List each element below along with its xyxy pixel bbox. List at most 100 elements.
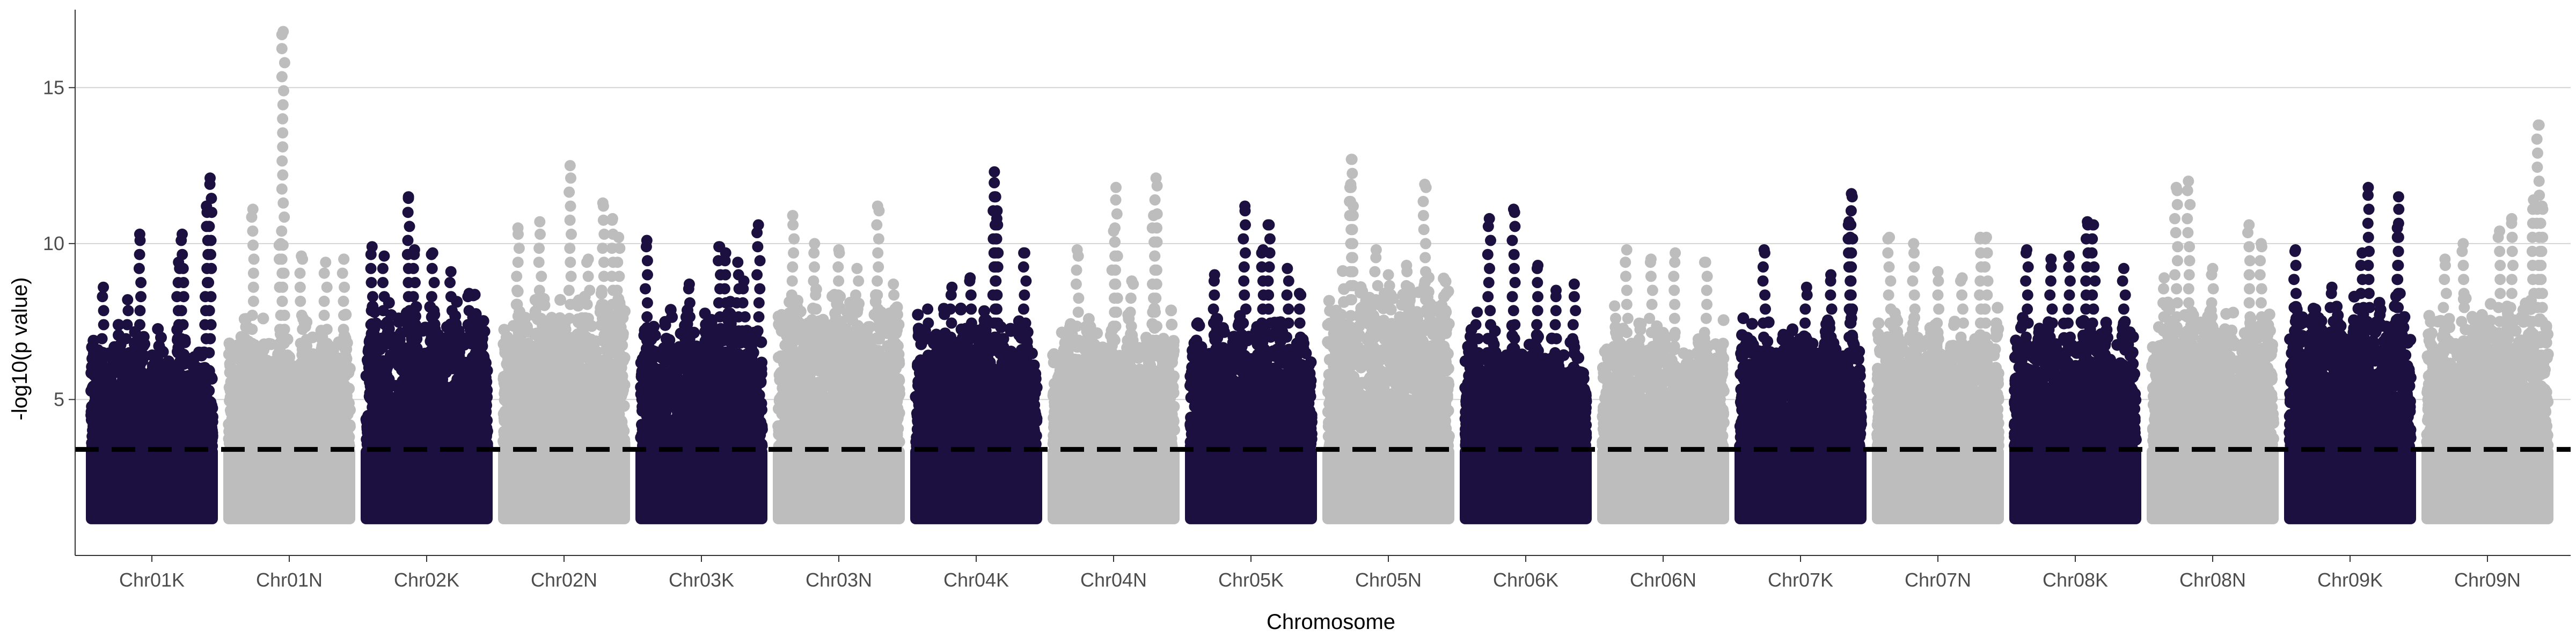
snp-point	[279, 409, 291, 421]
snp-point	[554, 411, 567, 423]
snp-point	[86, 400, 98, 413]
snp-point	[418, 417, 430, 429]
snp-point	[545, 312, 558, 324]
snp-point	[276, 43, 288, 55]
snp-point	[121, 319, 133, 331]
peak-point	[534, 216, 546, 228]
snp-point	[118, 379, 130, 391]
snp-point	[582, 270, 594, 282]
snp-point	[122, 305, 134, 317]
snp-point	[475, 337, 488, 349]
snp-point	[104, 372, 116, 385]
snp-point	[463, 305, 475, 317]
snp-point	[377, 305, 389, 317]
snp-point	[513, 243, 525, 254]
snp-point	[367, 291, 378, 303]
snp-point	[500, 425, 513, 437]
snp-point	[524, 350, 537, 362]
snp-point	[339, 338, 350, 349]
snp-point	[472, 412, 485, 425]
snp-point	[339, 281, 350, 293]
snp-point	[319, 434, 332, 447]
snp-point	[590, 378, 602, 390]
snp-point	[599, 365, 611, 377]
snp-point	[541, 369, 554, 381]
snp-point	[538, 424, 551, 436]
snp-point	[341, 434, 353, 447]
snp-point	[134, 305, 146, 317]
snp-point	[407, 305, 419, 317]
data-points	[85, 26, 2554, 524]
snp-point	[428, 277, 440, 288]
snp-point	[294, 281, 306, 293]
snp-point	[135, 421, 147, 433]
snp-point	[426, 262, 438, 274]
snp-point	[446, 305, 458, 317]
snp-point	[200, 291, 211, 303]
chromosome-chr02k	[360, 191, 493, 524]
snp-point	[596, 298, 608, 310]
snp-point	[228, 385, 240, 398]
snp-point	[379, 365, 392, 377]
snp-point	[100, 434, 113, 447]
snp-point	[155, 383, 167, 396]
peak-point	[134, 228, 145, 240]
snp-point	[522, 398, 535, 410]
snp-point	[565, 172, 576, 184]
snp-point	[338, 295, 349, 307]
snp-point	[472, 349, 484, 362]
snp-point	[426, 291, 437, 303]
snp-point	[338, 310, 349, 321]
snp-point	[611, 284, 623, 296]
snp-point	[424, 347, 436, 360]
peak-point	[277, 26, 289, 38]
snp-point	[612, 257, 624, 268]
snp-point	[173, 319, 185, 331]
point-cloud-base	[86, 446, 218, 524]
snp-point	[245, 365, 258, 377]
snp-point	[377, 262, 389, 274]
snp-point	[337, 355, 349, 367]
snp-point	[288, 365, 300, 377]
snp-point	[297, 324, 309, 335]
snp-point	[225, 428, 237, 441]
snp-point	[278, 85, 289, 97]
peak-point	[173, 257, 185, 268]
snp-point	[445, 291, 457, 303]
snp-point	[365, 277, 377, 288]
snp-point	[447, 319, 458, 331]
peak-point	[512, 222, 524, 234]
snp-point	[188, 351, 201, 363]
snp-point	[437, 353, 449, 365]
snp-point	[202, 235, 214, 246]
peak-point	[378, 250, 390, 262]
snp-point	[613, 298, 625, 310]
snp-point	[564, 214, 576, 226]
snp-point	[565, 298, 576, 310]
snp-point	[480, 428, 493, 440]
snp-point	[175, 426, 188, 438]
snp-point	[251, 352, 263, 364]
snp-point	[277, 99, 289, 111]
snp-point	[131, 357, 143, 369]
snp-point	[277, 169, 289, 181]
snp-point	[178, 406, 190, 419]
snp-point	[564, 186, 575, 198]
snp-point	[172, 305, 184, 317]
snp-point	[279, 211, 290, 223]
snp-point	[602, 345, 614, 357]
snp-point	[407, 291, 419, 303]
snp-point	[365, 305, 377, 317]
peak-point	[177, 228, 188, 240]
snp-point	[93, 371, 106, 383]
snp-point	[228, 397, 240, 409]
snp-point	[581, 298, 593, 310]
snp-point	[133, 347, 145, 358]
snp-point	[568, 437, 580, 449]
snp-point	[133, 262, 145, 274]
snp-point	[201, 277, 213, 288]
snp-point	[511, 284, 523, 296]
snp-point	[613, 270, 625, 282]
peak-point	[427, 247, 438, 259]
snp-point	[464, 427, 477, 439]
